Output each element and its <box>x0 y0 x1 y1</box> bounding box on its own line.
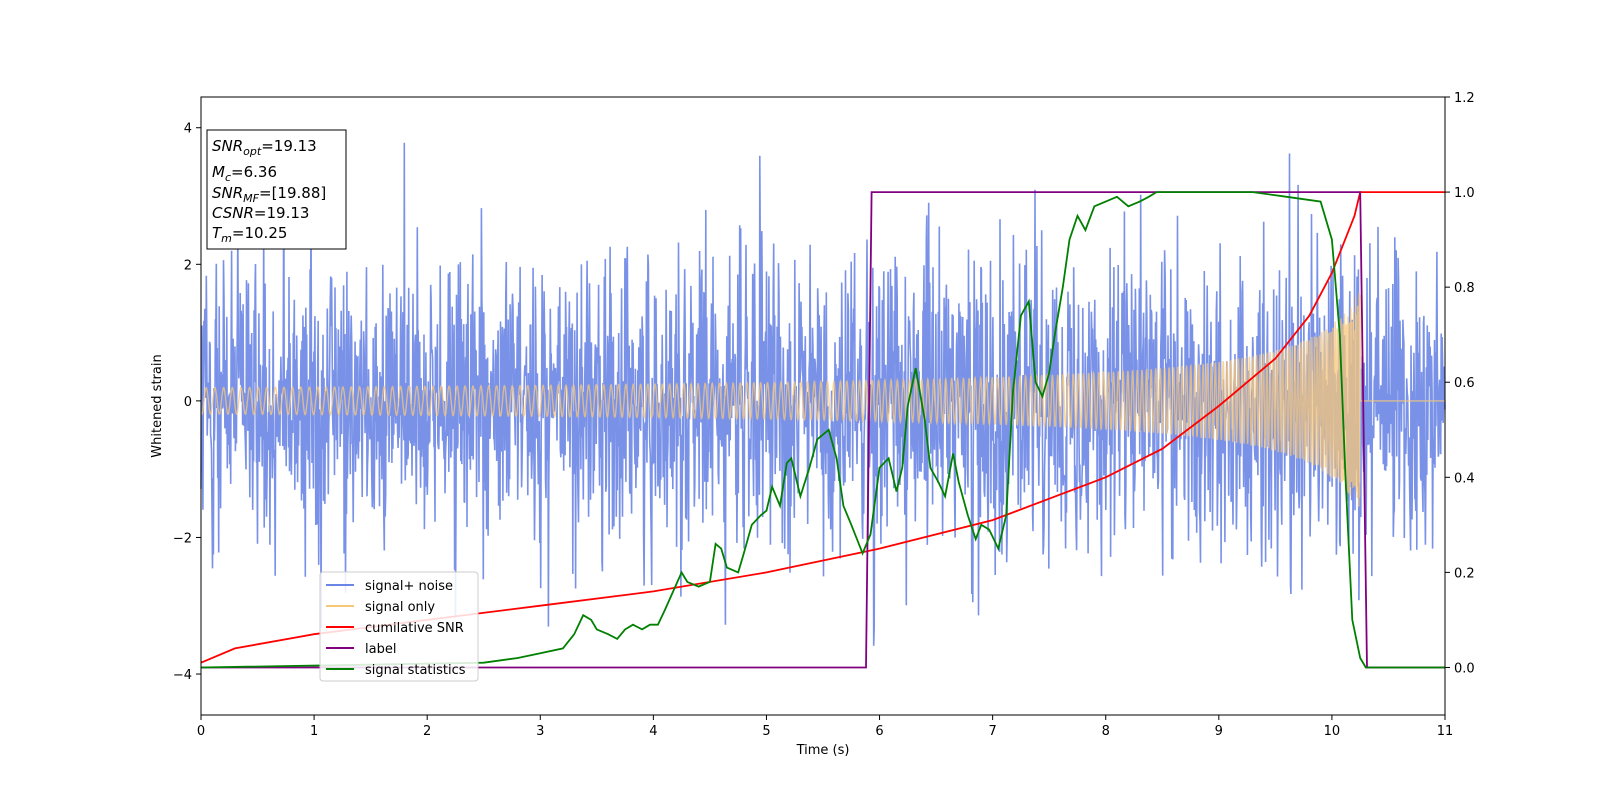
info-csnr: CSNR=19.13 <box>212 204 309 222</box>
y-right-tick-label: 0.0 <box>1454 661 1475 676</box>
info-snr-mf: SNRMF=[19.88] <box>212 184 326 205</box>
info-mc: Mc=6.36 <box>212 163 277 184</box>
x-tick-label: 7 <box>988 724 996 739</box>
y-right-tick-label: 1.0 <box>1454 186 1475 201</box>
x-tick-label: 6 <box>875 724 883 739</box>
x-tick-label: 10 <box>1324 724 1341 739</box>
legend: signal+ noise signal only cumilative SNR la… <box>319 571 479 682</box>
x-tick-label: 9 <box>1215 724 1223 739</box>
legend-label-signal-only: signal only <box>365 600 435 615</box>
y-left-tick-label: −2 <box>173 531 192 546</box>
x-tick-label: 1 <box>310 724 318 739</box>
series-signal-only-line <box>200 292 1445 507</box>
y-right-tick-label: 0.8 <box>1454 281 1475 296</box>
y-right-tick-label: 0.4 <box>1454 471 1475 486</box>
x-tick-label: 4 <box>649 724 657 739</box>
legend-frame <box>319 571 479 682</box>
legend-label-cumulative-snr: cumilative SNR <box>365 621 464 636</box>
legend-label-signal-statistics: signal statistics <box>365 663 466 678</box>
y-axis-label: Whitened strain <box>150 354 165 457</box>
x-tick-label: 0 <box>197 724 205 739</box>
x-tick-label: 8 <box>1102 724 1110 739</box>
x-tick-label: 3 <box>536 724 544 739</box>
y-left-tick-label: 4 <box>184 122 192 137</box>
series-signal-noise-line <box>200 142 1446 646</box>
series-signal-statistics-line <box>200 191 1445 669</box>
axes-frame <box>200 96 1446 716</box>
y-left-tick-label: 2 <box>184 258 192 273</box>
info-tm: Tm=10.25 <box>212 224 287 245</box>
x-tick-label: 2 <box>423 724 431 739</box>
y-left-tick-label: 0 <box>184 395 192 410</box>
x-tick-label: 11 <box>1437 724 1454 739</box>
y-right-tick-label: 0.2 <box>1454 566 1475 581</box>
legend-label-label: label <box>365 642 396 657</box>
y-right-tick-label: 1.2 <box>1454 91 1475 106</box>
y-left-tick-label: −4 <box>173 668 192 683</box>
axis-ticks: 0 1 2 3 4 5 6 7 8 9 10 11 −4 −2 0 2 4 0.0 0.2 0.4 0.6 0.8 1.0 1… <box>173 91 1475 739</box>
info-snr-opt: SNRopt=19.13 <box>212 137 317 158</box>
info-box: SNRopt=19.13 Mc=6.36 SNRMF=[19.88] CSNR=… <box>206 129 347 250</box>
info-box-frame <box>206 129 347 250</box>
legend-label-signal-noise: signal+ noise <box>365 579 453 594</box>
x-axis-label: Time (s) <box>796 743 850 758</box>
x-tick-label: 5 <box>762 724 770 739</box>
y-right-tick-label: 0.6 <box>1454 376 1475 391</box>
